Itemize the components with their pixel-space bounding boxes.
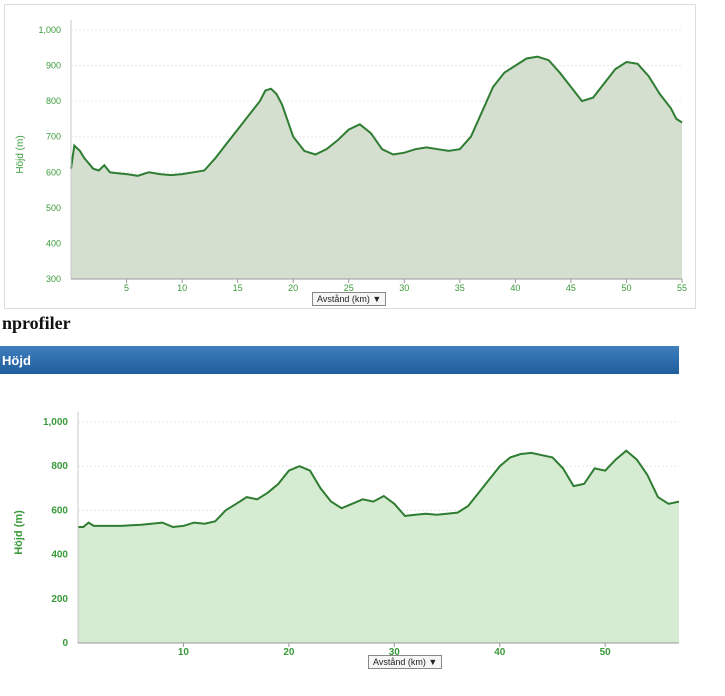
- x-tick-label: 5: [124, 283, 129, 293]
- y-tick-label: 700: [46, 132, 61, 142]
- y-axis-title: Höjd (m): [13, 510, 25, 555]
- y-tick-label: 900: [46, 61, 61, 71]
- y-tick-label: 400: [51, 550, 68, 561]
- height-header-title: Höjd: [2, 353, 31, 368]
- elevation-chart-panel-1: 300 400 500 600 700 800 900 1,000 5 10 15 20 25 30 35 4…: [4, 4, 696, 309]
- chevron-down-icon: ▼: [372, 294, 382, 304]
- y-tick-label: 800: [46, 96, 61, 106]
- y-tick-label: 500: [46, 203, 61, 213]
- elevation-area-1: [71, 56, 682, 280]
- elevation-line-2: [78, 449, 680, 529]
- elevation-chart-1: 300 400 500 600 700 800 900 1,000 5 10 15 20 25 30 35 4…: [15, 20, 687, 293]
- distance-axis-select-label: Avstånd (km): [317, 294, 370, 304]
- x-tick-label: 50: [621, 283, 631, 293]
- height-header-bar: Höjd: [0, 346, 679, 374]
- x-tick-label: 50: [600, 647, 612, 658]
- distance-axis-select-1[interactable]: Avstånd (km) ▼: [312, 292, 387, 306]
- x-tick-label: 15: [233, 283, 243, 293]
- elevation-area-2: [78, 450, 679, 643]
- y-tick-label: 300: [46, 274, 61, 284]
- x-tick-label: 55: [677, 283, 687, 293]
- x-tick-label: 30: [399, 283, 409, 293]
- x-tick-label: 40: [494, 647, 506, 658]
- chevron-down-icon: ▼: [428, 657, 438, 667]
- section-title: nprofiler: [2, 313, 71, 333]
- y-tick-label: 400: [46, 238, 61, 248]
- y-tick-label: 200: [51, 594, 68, 605]
- x-tick-label: 20: [288, 283, 298, 293]
- y-tick-label: 0: [62, 638, 68, 649]
- y-tick-label: 1,000: [38, 25, 61, 35]
- y-tick-label: 1,000: [43, 417, 68, 428]
- elevation-chart-2: 0 200 400 600 800 1,000 10 20 30 40 50 Höjd (m): [13, 412, 680, 658]
- y-tick-label: 600: [46, 167, 61, 177]
- x-tick-label: 30: [389, 647, 401, 658]
- y-axis-title: Höjd (m): [15, 135, 26, 173]
- x-tick-label: 10: [178, 647, 190, 658]
- x-tick-label: 20: [283, 647, 295, 658]
- x-tick-label: 35: [455, 283, 465, 293]
- distance-axis-select-label: Avstånd (km): [373, 657, 426, 667]
- x-tick-label: 40: [510, 283, 520, 293]
- y-tick-label: 800: [51, 461, 68, 472]
- y-tick-label: 600: [51, 505, 68, 516]
- x-tick-label: 45: [566, 283, 576, 293]
- x-tick-label: 10: [177, 283, 187, 293]
- distance-axis-select-2[interactable]: Avstånd (km) ▼: [368, 655, 443, 669]
- elevation-line-1: [70, 55, 683, 177]
- x-tick-label: 25: [344, 283, 354, 293]
